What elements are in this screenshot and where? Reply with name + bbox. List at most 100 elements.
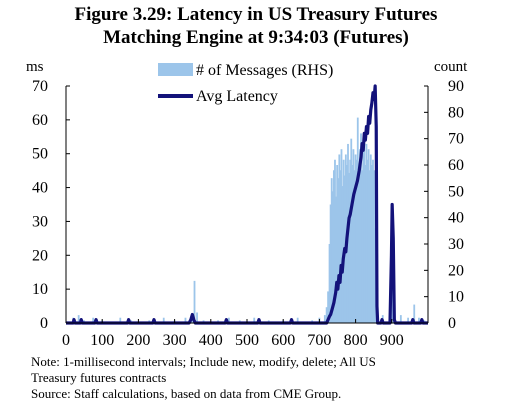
left-tick-label-1: 60: [32, 112, 48, 129]
message-bar-55: [359, 149, 361, 323]
note-line-2: Treasury futures contracts: [31, 370, 167, 385]
message-bar-79: [418, 317, 420, 323]
left-tick-label-5: 20: [32, 247, 48, 264]
x-tick-label-5: 500: [235, 332, 259, 349]
message-bar-27: [328, 244, 331, 323]
x-tick-label-8: 800: [344, 332, 368, 349]
message-bar-38: [340, 149, 343, 323]
right-axis-unit: count: [434, 59, 468, 75]
message-bar-26: [327, 291, 329, 323]
right-tick-label-5: 40: [448, 210, 464, 227]
chart-subtitle: Matching Engine at 9:34:03 (Futures): [103, 27, 409, 48]
message-bar-30: [331, 191, 334, 323]
left-tick-label-3: 40: [32, 180, 48, 197]
message-bar-45: [348, 172, 350, 323]
x-tick-label-4: 400: [199, 332, 223, 349]
message-bar-52: [355, 159, 358, 323]
right-tick-label-8: 10: [448, 289, 464, 306]
message-bar-63: [367, 149, 370, 323]
note-line-1: Note: 1-millisecond intervals; Include n…: [31, 354, 376, 369]
message-bar-50: [353, 170, 356, 323]
message-bar-28: [329, 204, 332, 323]
left-tick-label-6: 10: [32, 281, 48, 298]
message-bar-40: [342, 159, 345, 323]
message-bar-16: [228, 317, 230, 323]
message-bar-49: [352, 149, 355, 323]
right-tick-label-7: 20: [448, 262, 464, 279]
message-bar-64: [368, 170, 371, 323]
message-bar-21: [296, 317, 299, 323]
message-bar-13: [196, 312, 198, 323]
message-bar-34: [336, 165, 339, 323]
message-bar-33: [335, 196, 337, 323]
x-tick-label-6: 600: [271, 332, 295, 349]
message-bar-51: [354, 154, 357, 323]
message-bar-53: [356, 117, 359, 323]
note-line-3: Source: Staff calculations, based on dat…: [31, 386, 342, 401]
message-bar-36: [338, 154, 341, 323]
x-tick-label-0: 0: [62, 332, 70, 349]
left-tick-label-7: 0: [40, 315, 48, 332]
message-bar-67: [372, 159, 374, 323]
left-tick-label-4: 30: [32, 213, 48, 230]
message-bar-25: [325, 307, 328, 323]
message-bar-47: [350, 138, 353, 323]
message-bar-59: [363, 138, 366, 323]
message-bar-57: [361, 170, 364, 323]
message-bar-54: [357, 165, 360, 323]
left-tick-label-0: 70: [32, 78, 48, 95]
message-bar-18: [253, 317, 256, 323]
right-tick-label-9: 0: [448, 315, 456, 332]
left-axis-unit: ms: [26, 59, 44, 75]
x-tick-label-3: 300: [163, 332, 187, 349]
message-bar-1: [77, 315, 80, 323]
chart-notes: Note: 1-millisecond intervals; Include n…: [31, 354, 501, 402]
right-tick-label-3: 60: [448, 157, 464, 174]
message-bar-66: [370, 165, 373, 323]
message-bar-31: [332, 170, 335, 323]
right-tick-label-1: 80: [448, 104, 464, 121]
message-bar-35: [337, 178, 340, 323]
message-bar-61: [365, 143, 368, 323]
message-bar-68: [373, 170, 375, 323]
right-tick-label-2: 70: [448, 131, 464, 148]
message-bar-48: [351, 165, 354, 323]
legend: # of Messages (RHS) Avg Latency: [158, 62, 333, 105]
legend-swatch-messages: [158, 63, 193, 76]
message-bar-77: [407, 317, 409, 323]
message-bar-32: [334, 159, 336, 323]
right-tick-label-4: 50: [448, 183, 464, 200]
message-bar-12: [193, 280, 196, 323]
chart-title: Figure 3.29: Latency in US Treasury Futu…: [74, 4, 438, 25]
message-bar-8: [162, 317, 165, 323]
legend-label-latency: Avg Latency: [196, 88, 278, 105]
x-tick-label-9: 900: [380, 332, 404, 349]
latency-line: [66, 84, 428, 325]
message-bar-78: [413, 304, 416, 323]
bars-layer: [72, 117, 426, 323]
message-bar-5: [119, 317, 122, 323]
message-bar-3: [92, 317, 95, 323]
message-bar-60: [364, 165, 367, 323]
message-bar-76: [399, 315, 402, 323]
x-tick-label-7: 700: [307, 332, 331, 349]
legend-label-messages: # of Messages (RHS): [196, 62, 333, 79]
message-bar-29: [330, 178, 333, 323]
message-bar-46: [349, 159, 352, 323]
message-bar-62: [366, 159, 369, 323]
message-bar-58: [362, 151, 365, 323]
message-bar-69: [374, 228, 377, 323]
message-bar-10: [184, 317, 187, 323]
message-bar-56: [360, 133, 362, 323]
x-tick-label-2: 200: [126, 332, 150, 349]
line-layer: [66, 84, 428, 325]
left-tick-label-2: 50: [32, 146, 48, 163]
message-bar-65: [369, 154, 372, 323]
message-bar-24: [323, 315, 326, 323]
right-tick-label-6: 30: [448, 236, 464, 253]
right-tick-label-0: 90: [448, 78, 464, 95]
message-bar-37: [339, 170, 342, 323]
x-tick-label-1: 100: [90, 332, 114, 349]
